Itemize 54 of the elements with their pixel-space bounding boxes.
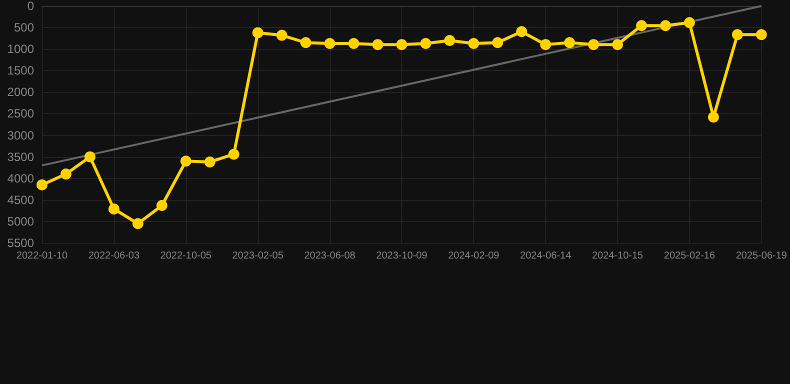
x-tick-label: 2022-01-10 [16, 250, 68, 262]
point [348, 38, 360, 49]
x-tick-label: 2023-02-05 [232, 250, 284, 262]
y-tick-label: 2000 [7, 85, 34, 100]
x-tick-label: 2024-06-14 [520, 250, 572, 262]
point [732, 29, 743, 40]
y-tick-label: 2500 [7, 106, 34, 121]
y-tick-label: 1500 [7, 64, 34, 78]
y-tick-label: 0 [27, 0, 34, 13]
point [684, 17, 695, 28]
point [300, 37, 312, 48]
point [756, 29, 767, 40]
point [516, 26, 528, 38]
point [708, 112, 719, 123]
x-tick-label: 2025-06-19 [736, 250, 788, 262]
x-tick-label: 2022-06-03 [88, 250, 140, 262]
point [36, 179, 48, 190]
point [180, 156, 192, 167]
point [636, 20, 648, 32]
point [84, 151, 96, 162]
point [108, 203, 120, 214]
point [468, 38, 480, 49]
x-tick-label: 2023-06-08 [304, 250, 356, 262]
point [276, 30, 288, 41]
point [228, 148, 240, 160]
point [396, 39, 408, 50]
y-tick-label: 5000 [7, 214, 34, 228]
point [252, 27, 264, 38]
x-tick-label: 2022-10-05 [160, 250, 212, 262]
x-tick-label: 2024-02-09 [448, 250, 500, 262]
point [612, 39, 624, 50]
x-tick-label: 2023-10-09 [376, 250, 428, 262]
point [132, 218, 144, 230]
point [420, 38, 432, 49]
point [660, 20, 671, 32]
point [60, 168, 72, 180]
y-tick-label: 4000 [7, 171, 34, 186]
y-tick-label: 3000 [7, 128, 34, 142]
x-tick-label: 2024-10-15 [592, 250, 644, 262]
y-tick-label: 1000 [7, 42, 34, 56]
y-tick-label: 3500 [7, 150, 34, 164]
point [204, 156, 216, 168]
point [324, 38, 336, 49]
point [540, 39, 552, 50]
point [588, 39, 600, 50]
x-tick-label: 2025-02-16 [664, 250, 716, 262]
point [564, 37, 576, 48]
point [444, 34, 456, 46]
point [372, 39, 384, 50]
point [492, 37, 504, 48]
y-tick-label: 500 [14, 20, 34, 35]
point [156, 200, 168, 212]
y-tick-label: 5500 [7, 236, 34, 250]
y-tick-label: 4500 [7, 192, 34, 207]
